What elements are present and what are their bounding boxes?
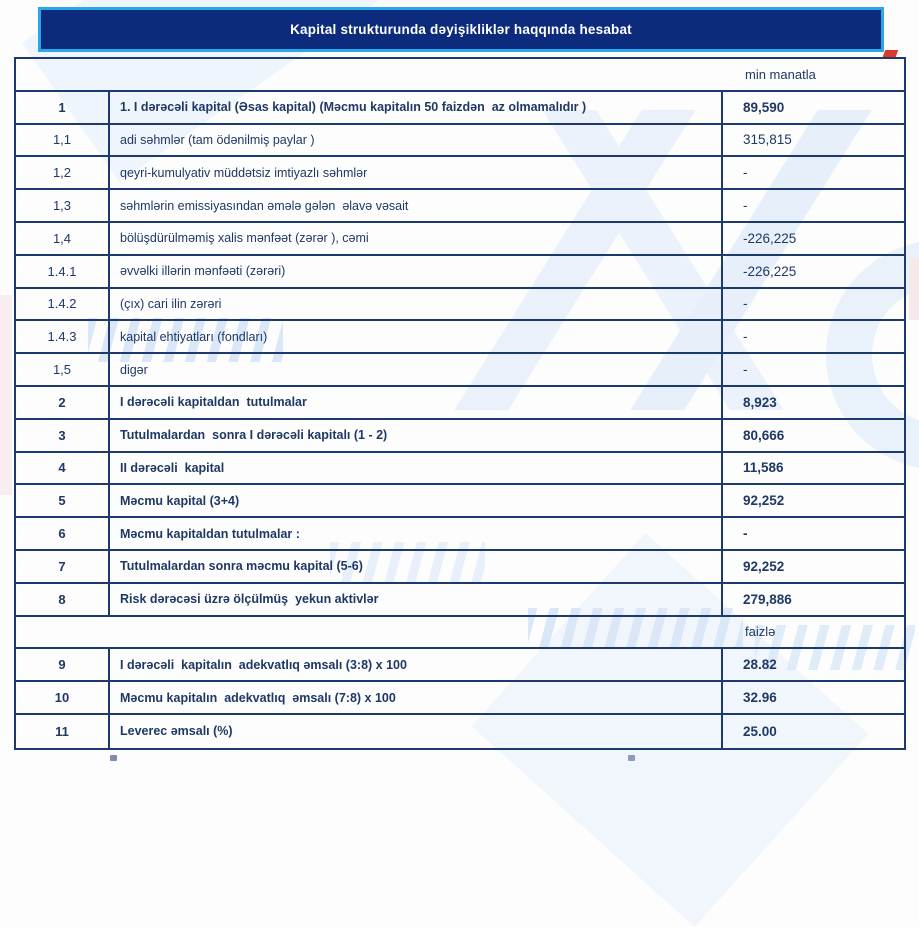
row-value: - xyxy=(743,362,748,378)
row-description: 1. I dərəcəli kapital (Əsas kapital) (Mə… xyxy=(110,91,723,123)
row-number: 1,4 xyxy=(16,222,110,254)
row-value: - xyxy=(743,329,748,345)
row-number: 5 xyxy=(16,485,110,517)
table-row: 6 Məcmu kapitaldan tutulmalar : - xyxy=(16,518,904,551)
row-description: əvvəlki illərin mənfəəti (zərəri) xyxy=(110,255,723,287)
table-row: 1,5 digər - xyxy=(16,354,904,387)
page-edge-mark xyxy=(628,755,635,761)
row-value: - xyxy=(743,198,748,214)
table-row: 4 II dərəcəli kapital 11,586 xyxy=(16,452,904,486)
table-row: 2 I dərəcəli kapitaldan tutulmalar 8,923 xyxy=(16,386,904,420)
row-number: 7 xyxy=(16,550,110,582)
table-row: 10 Məcmu kapitalın adekvatlıq əmsalı (7:… xyxy=(16,682,904,715)
row-number: 1,5 xyxy=(16,354,110,385)
table-row: 9 I dərəcəli kapitalın adekvatlıq əmsalı… xyxy=(16,649,904,683)
row-value: 32.96 xyxy=(743,690,777,706)
row-value: 315,815 xyxy=(743,132,792,148)
table-row: 3 Tutulmalardan sonra I dərəcəli kapital… xyxy=(16,419,904,453)
row-description: digər xyxy=(110,354,723,385)
watermark-pink-sliver xyxy=(909,258,919,320)
row-description: adi səhmlər (tam ödənilmiş paylar ) xyxy=(110,124,723,156)
row-number: 1,2 xyxy=(16,157,110,189)
watermark-pink-sliver xyxy=(0,295,12,495)
row-number: 6 xyxy=(16,518,110,549)
table-row: 1.4.1 əvvəlki illərin mənfəəti (zərəri) … xyxy=(16,255,904,289)
row-number: 4 xyxy=(16,452,110,484)
table-row: 1,2 qeyri-kumulyativ müddətsiz imtiyazlı… xyxy=(16,157,904,191)
row-description: kapital ehtiyatları (fondları) xyxy=(110,321,723,353)
row-number: 1 xyxy=(16,91,110,123)
row-value: 92,252 xyxy=(743,558,785,574)
row-number: 1.4.3 xyxy=(16,321,110,353)
table-row: 11 Leverec əmsalı (%) 25.00 xyxy=(16,714,904,748)
row-description: Risk dərəcəsi üzrə ölçülmüş yekun aktivl… xyxy=(110,583,723,615)
table-row: 1.4.3 kapital ehtiyatları (fondları) - xyxy=(16,321,904,355)
row-description: (çıx) cari ilin zərəri xyxy=(110,288,723,320)
row-description: Leverec əmsalı (%) xyxy=(110,714,723,748)
row-value: - xyxy=(743,526,748,542)
report-title: Kapital strukturunda dəyişikliklər haqqı… xyxy=(290,22,632,37)
table-row: 8 Risk dərəcəsi üzrə ölçülmüş yekun akti… xyxy=(16,583,904,617)
row-number: 8 xyxy=(16,583,110,615)
row-value: 92,252 xyxy=(743,493,785,509)
row-description: I dərəcəli kapitaldan tutulmalar xyxy=(110,386,723,418)
row-number: 1.4.1 xyxy=(16,255,110,287)
row-description: Tutulmalardan sonra məcmu kapital (5-6) xyxy=(110,550,723,582)
table-row: 1,1 adi səhmlər (tam ödənilmiş paylar ) … xyxy=(16,124,904,158)
row-value: 279,886 xyxy=(743,591,792,607)
row-number: 3 xyxy=(16,419,110,451)
row-value: 28.82 xyxy=(743,657,777,673)
report-title-bar: Kapital strukturunda dəyişikliklər haqqı… xyxy=(38,7,884,52)
table-row: 1,3 səhmlərin emissiyasından əmələ gələn… xyxy=(16,190,904,223)
row-number: 1,1 xyxy=(16,124,110,156)
row-number: 1,3 xyxy=(16,190,110,221)
unit-header-min-manatla: min manatla xyxy=(16,59,904,92)
row-description: qeyri-kumulyativ müddətsiz imtiyazlı səh… xyxy=(110,157,723,189)
table-row: 1 1. I dərəcəli kapital (Əsas kapital) (… xyxy=(16,91,904,125)
row-value: - xyxy=(743,165,748,181)
page-edge-mark xyxy=(110,755,117,761)
row-description: səhmlərin emissiyasından əmələ gələn əla… xyxy=(110,190,723,221)
red-accent-mark xyxy=(882,50,899,57)
unit-label: faizlə xyxy=(745,624,776,640)
row-description: Tutulmalardan sonra I dərəcəli kapitalı … xyxy=(110,419,723,451)
row-value: 89,590 xyxy=(743,99,785,115)
row-number: 10 xyxy=(16,682,110,713)
row-description: Məcmu kapital (3+4) xyxy=(110,485,723,517)
table-row: 1,4 bölüşdürülməmiş xalis mənfəət (zərər… xyxy=(16,222,904,256)
row-value: 8,923 xyxy=(743,394,777,410)
row-value: -226,225 xyxy=(743,230,797,246)
row-description: bölüşdürülməmiş xalis mənfəət (zərər ), … xyxy=(110,222,723,254)
capital-structure-table: min manatla 1 1. I dərəcəli kapital (Əsa… xyxy=(14,57,906,750)
table-row: 5 Məcmu kapital (3+4) 92,252 xyxy=(16,485,904,519)
row-value: 25.00 xyxy=(743,723,777,739)
table-row: 1.4.2 (çıx) cari ilin zərəri - xyxy=(16,288,904,322)
table-row: 7 Tutulmalardan sonra məcmu kapital (5-6… xyxy=(16,550,904,584)
row-value: -226,225 xyxy=(743,263,797,279)
row-description: II dərəcəli kapital xyxy=(110,452,723,484)
row-value: - xyxy=(743,296,748,312)
row-description: Məcmu kapitaldan tutulmalar : xyxy=(110,518,723,549)
unit-header-faizle: faizlə xyxy=(16,617,904,650)
unit-label: min manatla xyxy=(745,66,816,82)
row-description: I dərəcəli kapitalın adekvatlıq əmsalı (… xyxy=(110,649,723,681)
row-number: 2 xyxy=(16,386,110,418)
row-description: Məcmu kapitalın adekvatlıq əmsalı (7:8) … xyxy=(110,682,723,713)
row-value: 80,666 xyxy=(743,427,785,443)
row-value: 11,586 xyxy=(743,460,784,476)
row-number: 9 xyxy=(16,649,110,681)
row-number: 11 xyxy=(16,714,110,748)
row-number: 1.4.2 xyxy=(16,288,110,320)
